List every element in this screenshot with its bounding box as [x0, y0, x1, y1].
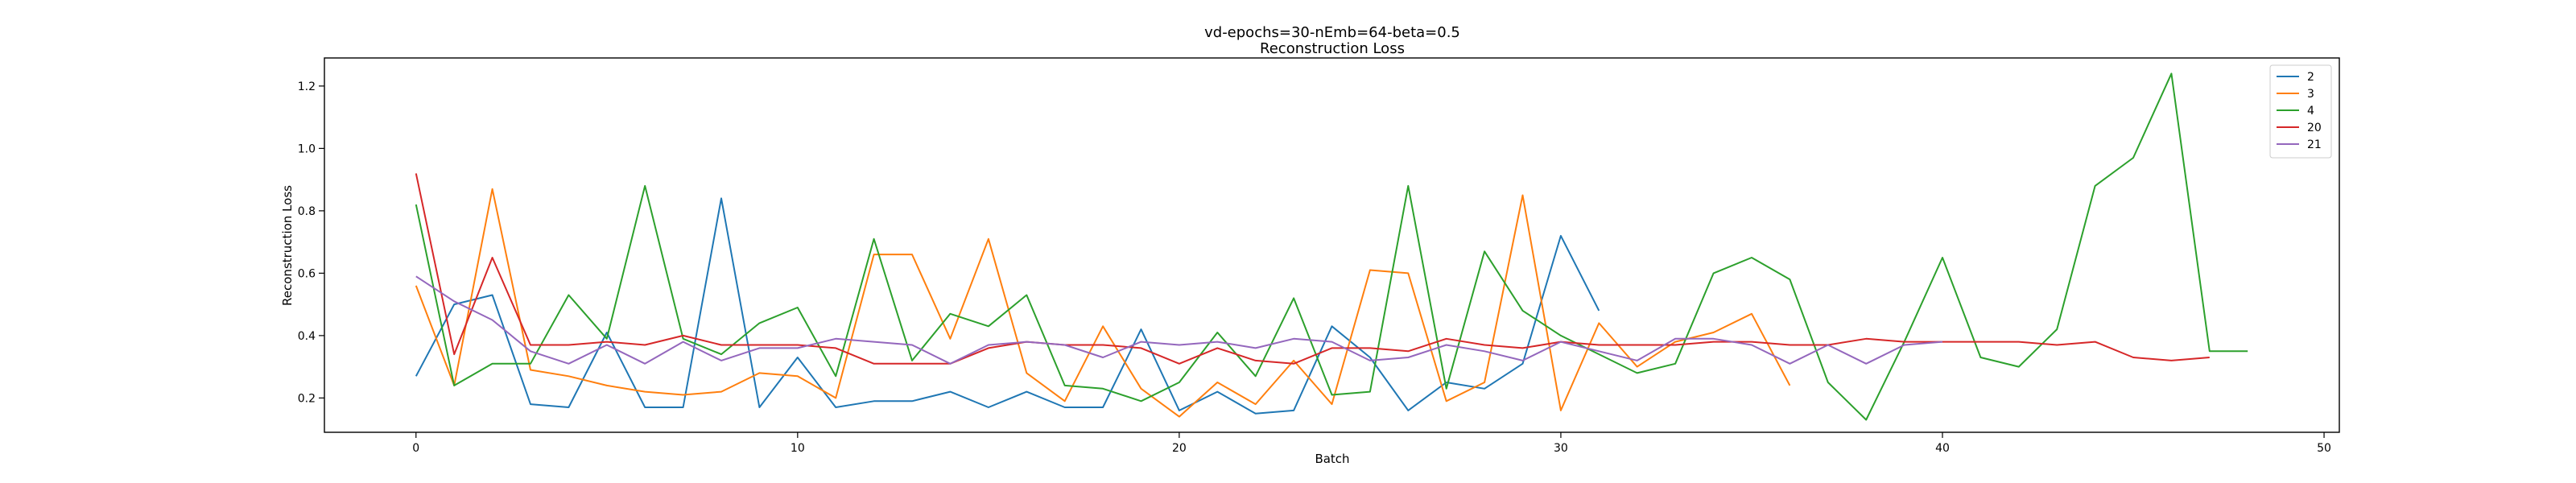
series-line-4: [415, 72, 2248, 421]
y-axis: 0.2 0.4 0.6 0.8 1.0 1.2: [298, 80, 324, 405]
legend-box: [2269, 64, 2332, 159]
legend-label-20: 20: [2307, 122, 2322, 134]
x-axis-label: Batch: [1315, 452, 1349, 466]
x-tick-label: 10: [791, 442, 805, 455]
series-line-3: [415, 188, 1791, 418]
series-layer: [415, 72, 2248, 421]
x-tick-label: 30: [1554, 442, 1568, 455]
y-axis-label: Reconstruction Loss: [280, 185, 295, 306]
y-tick-label: 1.0: [298, 142, 316, 155]
plot-frame: [324, 57, 2340, 433]
series-line-21: [415, 275, 1943, 365]
chart-subtitle: Reconstruction Loss: [1260, 40, 1405, 57]
chart-title: vd-epochs=30-nEmb=64-beta=0.5: [1204, 24, 1460, 41]
x-tick-label: 50: [2317, 442, 2331, 455]
y-tick-label: 0.2: [298, 392, 316, 405]
legend-label-3: 3: [2307, 88, 2314, 101]
x-tick-label: 0: [412, 442, 419, 455]
y-tick-label: 0.8: [298, 205, 316, 218]
legend: 2 3 4 20 21: [2269, 64, 2332, 159]
x-axis: 0 10 20 30 40 50: [412, 432, 2331, 455]
y-tick-label: 0.6: [298, 267, 316, 280]
y-tick-label: 1.2: [298, 80, 316, 93]
series-line-20: [415, 173, 2210, 365]
y-tick-label: 0.4: [298, 330, 316, 343]
legend-label-21: 21: [2307, 138, 2322, 151]
series-line-2: [415, 197, 1600, 415]
legend-label-4: 4: [2307, 105, 2314, 118]
x-tick-label: 40: [1935, 442, 1950, 455]
legend-label-2: 2: [2307, 71, 2314, 84]
x-tick-label: 20: [1172, 442, 1187, 455]
